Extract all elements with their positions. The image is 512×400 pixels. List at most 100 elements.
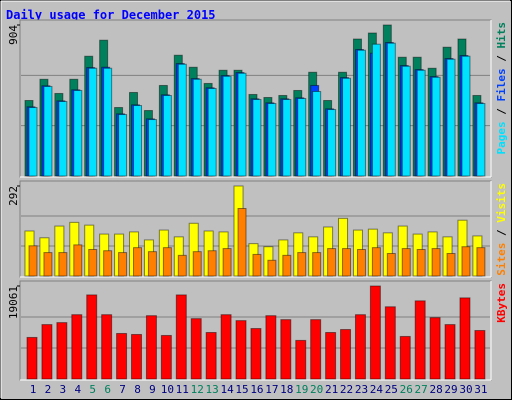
bar: [235, 320, 247, 380]
bar: [103, 250, 113, 277]
bar: [131, 333, 143, 380]
x-tick-label: 1: [30, 383, 37, 396]
x-tick-label: 13: [206, 383, 219, 396]
y-tick-label: 292: [7, 186, 20, 206]
bar: [58, 101, 68, 177]
bar: [267, 259, 277, 277]
legend: Sites / Visits: [495, 183, 508, 276]
legend-separator: /: [495, 49, 508, 69]
bar: [28, 107, 38, 177]
bar: [429, 317, 441, 380]
bar: [205, 331, 217, 380]
bar: [147, 119, 157, 177]
bar: [58, 252, 68, 277]
x-tick-label: 5: [89, 383, 96, 396]
bar: [41, 324, 53, 380]
bar: [416, 69, 426, 177]
bar: [175, 294, 187, 380]
bar: [327, 109, 337, 177]
legend-separator: /: [495, 102, 508, 122]
bar: [297, 97, 307, 177]
bar: [116, 332, 128, 380]
bar: [414, 300, 426, 380]
x-tick-label: 3: [60, 383, 67, 396]
bar: [118, 252, 128, 277]
bar: [162, 247, 172, 277]
bar: [177, 63, 187, 177]
x-tick-label: 28: [429, 383, 442, 396]
bar: [474, 330, 486, 380]
x-tick-label: 25: [385, 383, 398, 396]
x-tick-label: 19: [295, 383, 308, 396]
x-tick-label: 27: [415, 383, 428, 396]
bar: [88, 248, 98, 277]
bar: [461, 246, 471, 277]
bar: [325, 331, 337, 380]
bar: [177, 254, 187, 277]
bar: [28, 245, 38, 277]
bar: [342, 248, 352, 277]
bar: [340, 329, 352, 380]
bar: [459, 297, 471, 380]
bar: [431, 76, 441, 177]
legend-label: KBytes: [495, 283, 508, 323]
bar: [133, 247, 143, 277]
x-tick-label: 6: [104, 383, 111, 396]
bar: [88, 67, 98, 177]
x-tick-label: 9: [149, 383, 156, 396]
bar: [133, 105, 143, 177]
bar: [222, 248, 232, 277]
x-tick-label: 10: [161, 383, 174, 396]
bar: [162, 94, 172, 177]
legend-label: Files: [495, 68, 508, 101]
bar: [237, 72, 247, 177]
chart-title: Daily usage for December 2015: [6, 8, 216, 22]
bar: [43, 252, 53, 277]
bar: [446, 253, 456, 277]
legend-label: Visits: [495, 183, 508, 223]
bar: [401, 65, 411, 177]
bar: [461, 55, 471, 177]
bar: [56, 322, 68, 380]
y-tick-label: 904: [7, 25, 20, 45]
bar: [192, 78, 202, 177]
legend-label: Hits: [495, 22, 508, 49]
bar: [220, 314, 232, 380]
bar: [192, 251, 202, 277]
legend: KBytes: [495, 283, 508, 323]
bar: [399, 335, 411, 380]
x-tick-label: 30: [459, 383, 472, 396]
bar: [280, 319, 292, 380]
bar: [431, 248, 441, 277]
x-tick-label: 17: [265, 383, 278, 396]
x-tick-label: 29: [444, 383, 457, 396]
bar: [371, 247, 381, 277]
bar: [354, 314, 366, 380]
bar: [101, 314, 113, 380]
x-tick-label: 22: [340, 383, 353, 396]
x-tick-label: 14: [220, 383, 234, 396]
bar: [73, 89, 83, 177]
bar: [237, 208, 247, 277]
bar: [401, 248, 411, 277]
x-tick-label: 23: [355, 383, 368, 396]
bar: [282, 98, 292, 177]
x-tick-label: 26: [400, 383, 413, 396]
bar: [160, 334, 172, 380]
x-tick-label: 4: [74, 383, 81, 396]
x-tick-label: 15: [235, 383, 248, 396]
bar: [250, 328, 262, 380]
bar: [369, 285, 381, 380]
bar: [327, 248, 337, 277]
bar: [386, 253, 396, 277]
bar: [297, 252, 307, 277]
bar: [118, 114, 128, 177]
bar: [71, 314, 83, 380]
bar: [384, 306, 396, 380]
x-tick-label: 20: [310, 383, 323, 396]
bar: [476, 103, 486, 177]
bar: [312, 252, 322, 277]
bar: [252, 253, 262, 277]
x-tick-label: 21: [325, 383, 338, 396]
x-tick-label: 16: [250, 383, 263, 396]
